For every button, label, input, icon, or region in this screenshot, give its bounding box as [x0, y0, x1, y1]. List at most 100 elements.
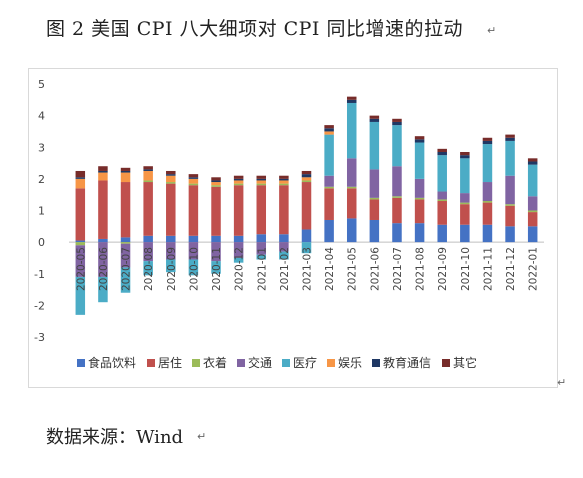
legend-swatch — [372, 359, 380, 367]
bar-segment — [98, 276, 108, 303]
figure-title: 图 2 美国 CPI 八大细项对 CPI 同比增速的拉动 — [46, 18, 463, 40]
bar-segment — [188, 235, 199, 243]
paragraph-mark-icon: ↵ — [487, 24, 497, 37]
legend-swatch — [192, 359, 200, 367]
bar-segment — [527, 161, 538, 165]
bar-segment — [188, 178, 199, 184]
bar-segment — [233, 180, 244, 184]
bar-segment — [256, 175, 267, 179]
bar-segment — [279, 251, 289, 260]
bar-segment — [166, 235, 176, 243]
bar-segment — [324, 219, 334, 243]
bar-segment — [324, 125, 334, 129]
bar-segment — [120, 170, 131, 173]
bar-segment — [233, 242, 244, 258]
bar-segment — [437, 155, 447, 192]
bar-segment — [211, 235, 221, 243]
x-tick-label: 2020-11 — [211, 247, 223, 291]
bar-segment — [482, 182, 493, 202]
bar-segment — [166, 170, 176, 175]
bar-segment — [233, 235, 244, 243]
bar-segment — [211, 185, 221, 187]
bar-segment — [414, 199, 425, 224]
bar-segment — [143, 166, 153, 170]
stacked-bar-chart: 5 4 3 2 1 0 -1 -2 -3 2020-05 2020-06 2020-07 2020-08… — [34, 78, 544, 370]
bar-segment — [279, 234, 289, 243]
bar-segment — [98, 172, 108, 181]
x-tick-label: 2021-04 — [324, 247, 336, 291]
bar-segment — [392, 166, 402, 197]
bar-segment — [460, 202, 470, 205]
bar-segment — [120, 237, 131, 243]
x-tick-label: 2020-07 — [121, 247, 133, 291]
bar-segment — [256, 242, 267, 255]
bar-segment — [346, 158, 357, 187]
bar-segment — [188, 183, 199, 186]
bar-segment — [120, 267, 131, 293]
legend-label: 娱乐 — [338, 356, 362, 370]
bar-segment — [279, 175, 289, 179]
bar-segment — [482, 201, 493, 203]
x-tick-label: 2021-07 — [392, 247, 404, 291]
bar-segment — [98, 166, 108, 171]
bar-segment — [166, 259, 176, 273]
bar-segment — [392, 118, 402, 122]
bar-segment — [460, 204, 470, 225]
bar-segment — [414, 142, 425, 179]
bar-segment — [143, 170, 153, 181]
bar-segment — [143, 180, 153, 183]
bar-segment — [98, 170, 108, 173]
bar-segment — [437, 199, 447, 202]
bar-segment — [75, 245, 86, 277]
bar-segment — [346, 102, 357, 159]
bar-segment — [143, 169, 153, 171]
bar-segment — [414, 139, 425, 143]
bar-segment — [75, 188, 86, 241]
y-tick-label: -1 — [34, 268, 45, 281]
bar-segment — [414, 136, 425, 140]
bar-segment — [98, 180, 108, 239]
x-tick-label: 2020-05 — [75, 247, 87, 291]
bar-segment — [437, 191, 447, 200]
x-tick-label: 2021-09 — [437, 247, 449, 291]
legend-label: 其它 — [453, 355, 477, 370]
x-tick-label: 2021-05 — [347, 247, 359, 291]
legend-swatch — [147, 359, 155, 367]
bar-segment — [120, 242, 131, 244]
bar-segment — [460, 151, 470, 156]
bar-segment — [166, 242, 176, 260]
bar-segment — [188, 242, 199, 260]
bar-segment — [75, 242, 86, 246]
bar-segment — [346, 186, 357, 189]
bar-segment — [505, 140, 515, 176]
paragraph-mark-icon: ↵ — [197, 430, 207, 443]
bar-segment — [279, 242, 289, 252]
bar-segment — [166, 175, 176, 183]
bar-segment — [414, 223, 425, 243]
bar-segment — [120, 182, 131, 238]
bar-segment — [233, 175, 244, 179]
bar-segment — [301, 170, 312, 175]
bar-segment — [369, 121, 380, 170]
bar-segment — [369, 115, 380, 119]
x-tick-label: 2021-11 — [482, 247, 494, 291]
bar-segment — [346, 96, 357, 100]
x-tick-label: 2020-06 — [98, 247, 110, 291]
bar-segment — [392, 125, 402, 167]
bar-segment — [75, 177, 86, 179]
bar-segment — [233, 178, 244, 181]
x-tick-label: 2022-01 — [528, 247, 540, 291]
bar-segment — [256, 254, 267, 260]
legend-label: 居住 — [158, 356, 182, 370]
bar-segment — [437, 201, 447, 225]
y-tick-label: -3 — [34, 331, 45, 344]
bar-segment — [233, 183, 244, 186]
bar-segment — [346, 188, 357, 219]
bar-segment — [414, 197, 425, 200]
bar-segment — [211, 261, 221, 274]
bar-segment — [414, 178, 425, 198]
bar-segment — [211, 177, 221, 181]
bar-segment — [369, 169, 380, 198]
bar-segment — [256, 180, 267, 184]
x-tick-label: 2021-10 — [460, 247, 472, 291]
